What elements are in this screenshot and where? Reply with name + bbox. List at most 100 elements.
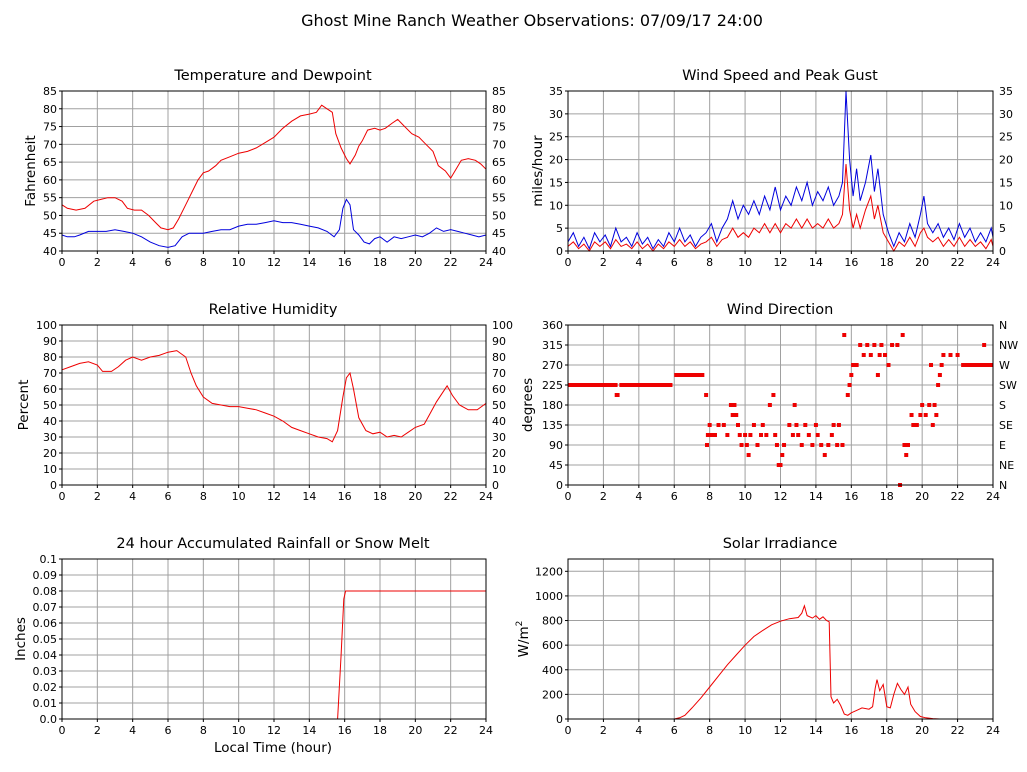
data-point	[790, 433, 795, 437]
x-tick-label: 12	[267, 724, 281, 737]
compass-tick-label: NE	[999, 459, 1014, 472]
y-tick-label: 0.02	[33, 681, 58, 694]
x-tick-label: 16	[844, 256, 858, 269]
data-point	[716, 423, 721, 427]
x-tick-label: 10	[738, 256, 752, 269]
y-axis-label: Percent	[16, 380, 32, 431]
y-tick-label: 600	[542, 639, 563, 652]
y-tick-label: 1200	[535, 565, 563, 578]
series-line-red	[61, 350, 487, 443]
compass-tick-label: SE	[999, 419, 1013, 432]
data-point	[826, 443, 831, 447]
y-tick-label: 0	[556, 713, 563, 726]
data-point	[721, 423, 726, 427]
x-tick-label: 12	[774, 490, 788, 503]
x-tick-label: 10	[232, 490, 246, 503]
compass-tick-label: N	[999, 479, 1007, 492]
x-tick-label: 8	[200, 256, 207, 269]
data-point	[730, 413, 735, 417]
data-point	[929, 363, 934, 367]
data-point	[792, 403, 797, 407]
data-point	[877, 353, 882, 357]
x-tick-label: 0	[59, 256, 66, 269]
data-point	[739, 443, 744, 447]
data-point	[822, 453, 827, 457]
y-tick-label: 360	[542, 319, 563, 332]
data-point	[923, 413, 928, 417]
data-point	[774, 443, 779, 447]
y-tick-label: 315	[542, 339, 563, 352]
panel-title: Relative Humidity	[209, 302, 338, 318]
data-point	[751, 423, 756, 427]
x-tick-label: 6	[671, 724, 678, 737]
y-tick-label-right: 5	[999, 222, 1006, 235]
y-tick-label: 180	[542, 399, 563, 412]
data-point	[794, 423, 799, 427]
y-tick-label-right: 10	[492, 463, 506, 476]
y-tick-label: 30	[43, 431, 57, 444]
data-point	[849, 373, 854, 377]
data-point	[982, 343, 987, 347]
x-tick-label: 24	[479, 256, 493, 269]
data-point	[886, 363, 891, 367]
x-tick-label: 14	[302, 490, 316, 503]
x-tick-label: 6	[671, 490, 678, 503]
x-tick-label: 20	[915, 724, 929, 737]
data-point	[840, 443, 845, 447]
y-tick-label-right: 80	[492, 351, 506, 364]
y-tick-label: 70	[43, 367, 57, 380]
x-tick-label: 4	[635, 490, 642, 503]
y-tick-label: 0.08	[33, 585, 58, 598]
x-tick-label: 8	[200, 724, 207, 737]
data-point	[890, 343, 895, 347]
y-axis-label: degrees	[520, 378, 536, 432]
data-point	[930, 423, 935, 427]
y-axis-label-sup: 2	[515, 621, 525, 627]
x-tick-label: 12	[267, 256, 281, 269]
x-tick-label: 0	[565, 490, 572, 503]
y-tick-label: 80	[43, 351, 57, 364]
y-tick-label: 50	[43, 209, 57, 222]
x-tick-label: 20	[408, 724, 422, 737]
x-tick-label: 18	[880, 256, 894, 269]
data-point	[748, 433, 753, 437]
x-tick-label: 10	[738, 724, 752, 737]
x-tick-label: 8	[706, 256, 713, 269]
y-tick-label: 20	[43, 447, 57, 460]
x-tick-label: 6	[165, 256, 172, 269]
y-tick-label: 135	[542, 419, 563, 432]
y-tick-label: 0	[556, 479, 563, 492]
x-tick-label: 20	[408, 256, 422, 269]
panel-solar: Solar Irradiance W/m2 0 2 4 6 8 10 12 14 16 18 20 2…	[515, 536, 1000, 737]
x-tick-label: 0	[59, 490, 66, 503]
data-point	[705, 433, 710, 437]
y-tick-label-right: 25	[999, 131, 1013, 144]
y-tick-label: 0.07	[33, 601, 58, 614]
y-axis-label: Inches	[13, 617, 29, 661]
data-point	[937, 373, 942, 377]
data-point	[865, 343, 870, 347]
data-point	[778, 463, 783, 467]
y-tick-label-right: 20	[999, 154, 1013, 167]
series-line-red	[61, 104, 487, 231]
x-tick-label: 22	[951, 490, 965, 503]
data-point	[861, 353, 866, 357]
data-point	[773, 433, 778, 437]
y-tick-label-right: 65	[492, 156, 506, 169]
y-tick-label: 30	[549, 108, 563, 121]
data-point	[737, 433, 742, 437]
data-point	[755, 443, 760, 447]
data-point	[732, 403, 737, 407]
x-tick-label: 20	[915, 490, 929, 503]
data-point	[759, 433, 764, 437]
compass-tick-label: NW	[999, 339, 1018, 352]
y-tick-label: 225	[542, 379, 563, 392]
data-point	[939, 363, 944, 367]
data-point	[709, 433, 714, 437]
data-point	[847, 383, 852, 387]
data-point	[831, 423, 836, 427]
data-point	[734, 413, 739, 417]
y-tick-label: 100	[36, 319, 57, 332]
